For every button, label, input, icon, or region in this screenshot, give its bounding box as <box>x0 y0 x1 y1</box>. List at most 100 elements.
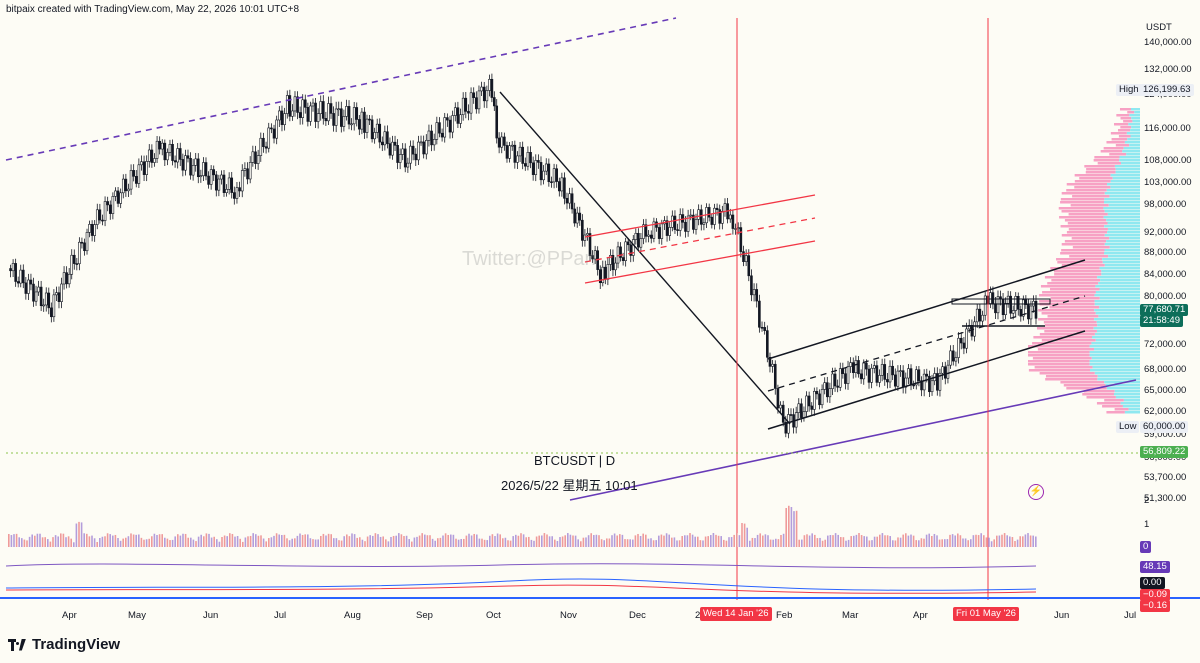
volume-bar <box>177 534 179 547</box>
zone-box <box>951 298 1051 305</box>
volume-bar <box>569 534 572 547</box>
volume-bar <box>730 537 733 547</box>
volume-bar <box>330 534 332 547</box>
vp-bar-cyan <box>1089 360 1140 363</box>
volume-bar <box>304 534 306 547</box>
volume-bar <box>538 535 540 547</box>
candle-body <box>29 279 33 285</box>
volume-bar <box>348 536 351 547</box>
volume-bar <box>590 533 592 547</box>
volume-bar <box>190 537 192 547</box>
candle-body <box>111 196 115 214</box>
candle-body <box>225 189 228 193</box>
volume-bar <box>723 539 725 547</box>
volume-bar <box>871 540 873 547</box>
vp-bar-cyan <box>1115 168 1140 171</box>
candle-body <box>414 153 418 161</box>
volume-bar <box>567 533 569 547</box>
vp-bar-cyan <box>1095 285 1140 288</box>
volume-bar <box>712 533 715 547</box>
volume-bar <box>899 537 902 547</box>
candle-body <box>697 209 700 220</box>
volume-bar <box>611 535 613 547</box>
volume-bar <box>70 538 72 547</box>
volume-bar <box>481 538 483 547</box>
vp-bar-pink <box>1028 351 1090 354</box>
candle-body <box>891 365 894 376</box>
vp-bar-pink <box>1110 132 1127 135</box>
candle-body <box>140 161 143 166</box>
vp-bar-cyan <box>1109 237 1140 240</box>
candle-body <box>380 141 384 146</box>
candle-body <box>173 160 177 163</box>
candle-body <box>365 118 369 133</box>
price-tick: 68,000.00 <box>1144 364 1186 375</box>
vp-bar-cyan <box>1124 411 1140 414</box>
volume-bar <box>200 534 202 547</box>
candle-body <box>601 266 605 284</box>
candle-body <box>943 366 947 379</box>
candle-body <box>558 181 561 192</box>
vp-bar-cyan <box>1097 324 1140 327</box>
vp-bar-cyan <box>1130 135 1140 138</box>
candle-body <box>75 263 79 265</box>
volume-bar <box>262 538 265 547</box>
vp-bar-pink <box>1028 369 1091 372</box>
candle-body <box>267 127 271 149</box>
vp-bar-pink <box>1085 171 1116 174</box>
vp-bar-pink <box>1032 357 1092 360</box>
volume-bar <box>93 538 96 547</box>
price-tick: 80,000.00 <box>1144 291 1186 302</box>
candle-body <box>393 141 397 146</box>
time-tick: May <box>128 610 146 621</box>
candle-body <box>291 110 294 117</box>
volume-bar <box>512 536 514 547</box>
vp-bar-cyan <box>1130 108 1140 111</box>
candle-body <box>78 241 81 265</box>
candle-body <box>893 374 897 387</box>
candle-body <box>275 119 278 139</box>
vp-bar-pink <box>1066 189 1107 192</box>
price-tick: 108,000.00 <box>1144 155 1192 166</box>
volume-bar <box>60 533 62 547</box>
candle-body <box>802 411 806 418</box>
volume-bar <box>78 521 80 547</box>
volume-bar <box>736 533 738 547</box>
candle-body <box>482 86 486 102</box>
candle-body <box>298 112 302 118</box>
vp-bar-pink <box>1064 219 1107 222</box>
candle-body <box>844 373 847 384</box>
volume-bar <box>824 539 826 547</box>
candle-body <box>477 90 481 110</box>
volume-bar <box>385 539 387 547</box>
candle-body <box>163 142 167 161</box>
volume-bar <box>554 539 556 547</box>
candle-body <box>342 116 346 127</box>
vp-bar-cyan <box>1101 270 1140 273</box>
vp-bar-cyan <box>1099 288 1140 291</box>
volume-bar <box>671 537 673 547</box>
candle-body <box>951 350 955 362</box>
candle-body <box>16 281 20 284</box>
volume-bar <box>1019 536 1021 547</box>
volume-bar <box>372 535 374 547</box>
lightning-icon[interactable]: ⚡ <box>1028 484 1044 500</box>
volume-bar <box>577 539 579 547</box>
vp-bar-pink <box>1060 198 1105 201</box>
candle-body <box>196 158 200 178</box>
volume-bar <box>398 533 400 547</box>
vp-bar-pink <box>1041 312 1096 315</box>
vp-bar-pink <box>1119 108 1131 111</box>
candle-body <box>327 103 330 122</box>
candle-body <box>588 233 592 256</box>
volume-bar <box>637 533 639 547</box>
price-tick: 92,000.00 <box>1144 227 1186 238</box>
volume-bar <box>1016 539 1019 547</box>
volume-bar <box>855 534 858 547</box>
volume-bar <box>728 537 730 547</box>
candle-body <box>398 154 402 163</box>
candle-body <box>39 286 43 307</box>
vp-bar-cyan <box>1107 183 1140 186</box>
volume-bar <box>954 535 956 547</box>
